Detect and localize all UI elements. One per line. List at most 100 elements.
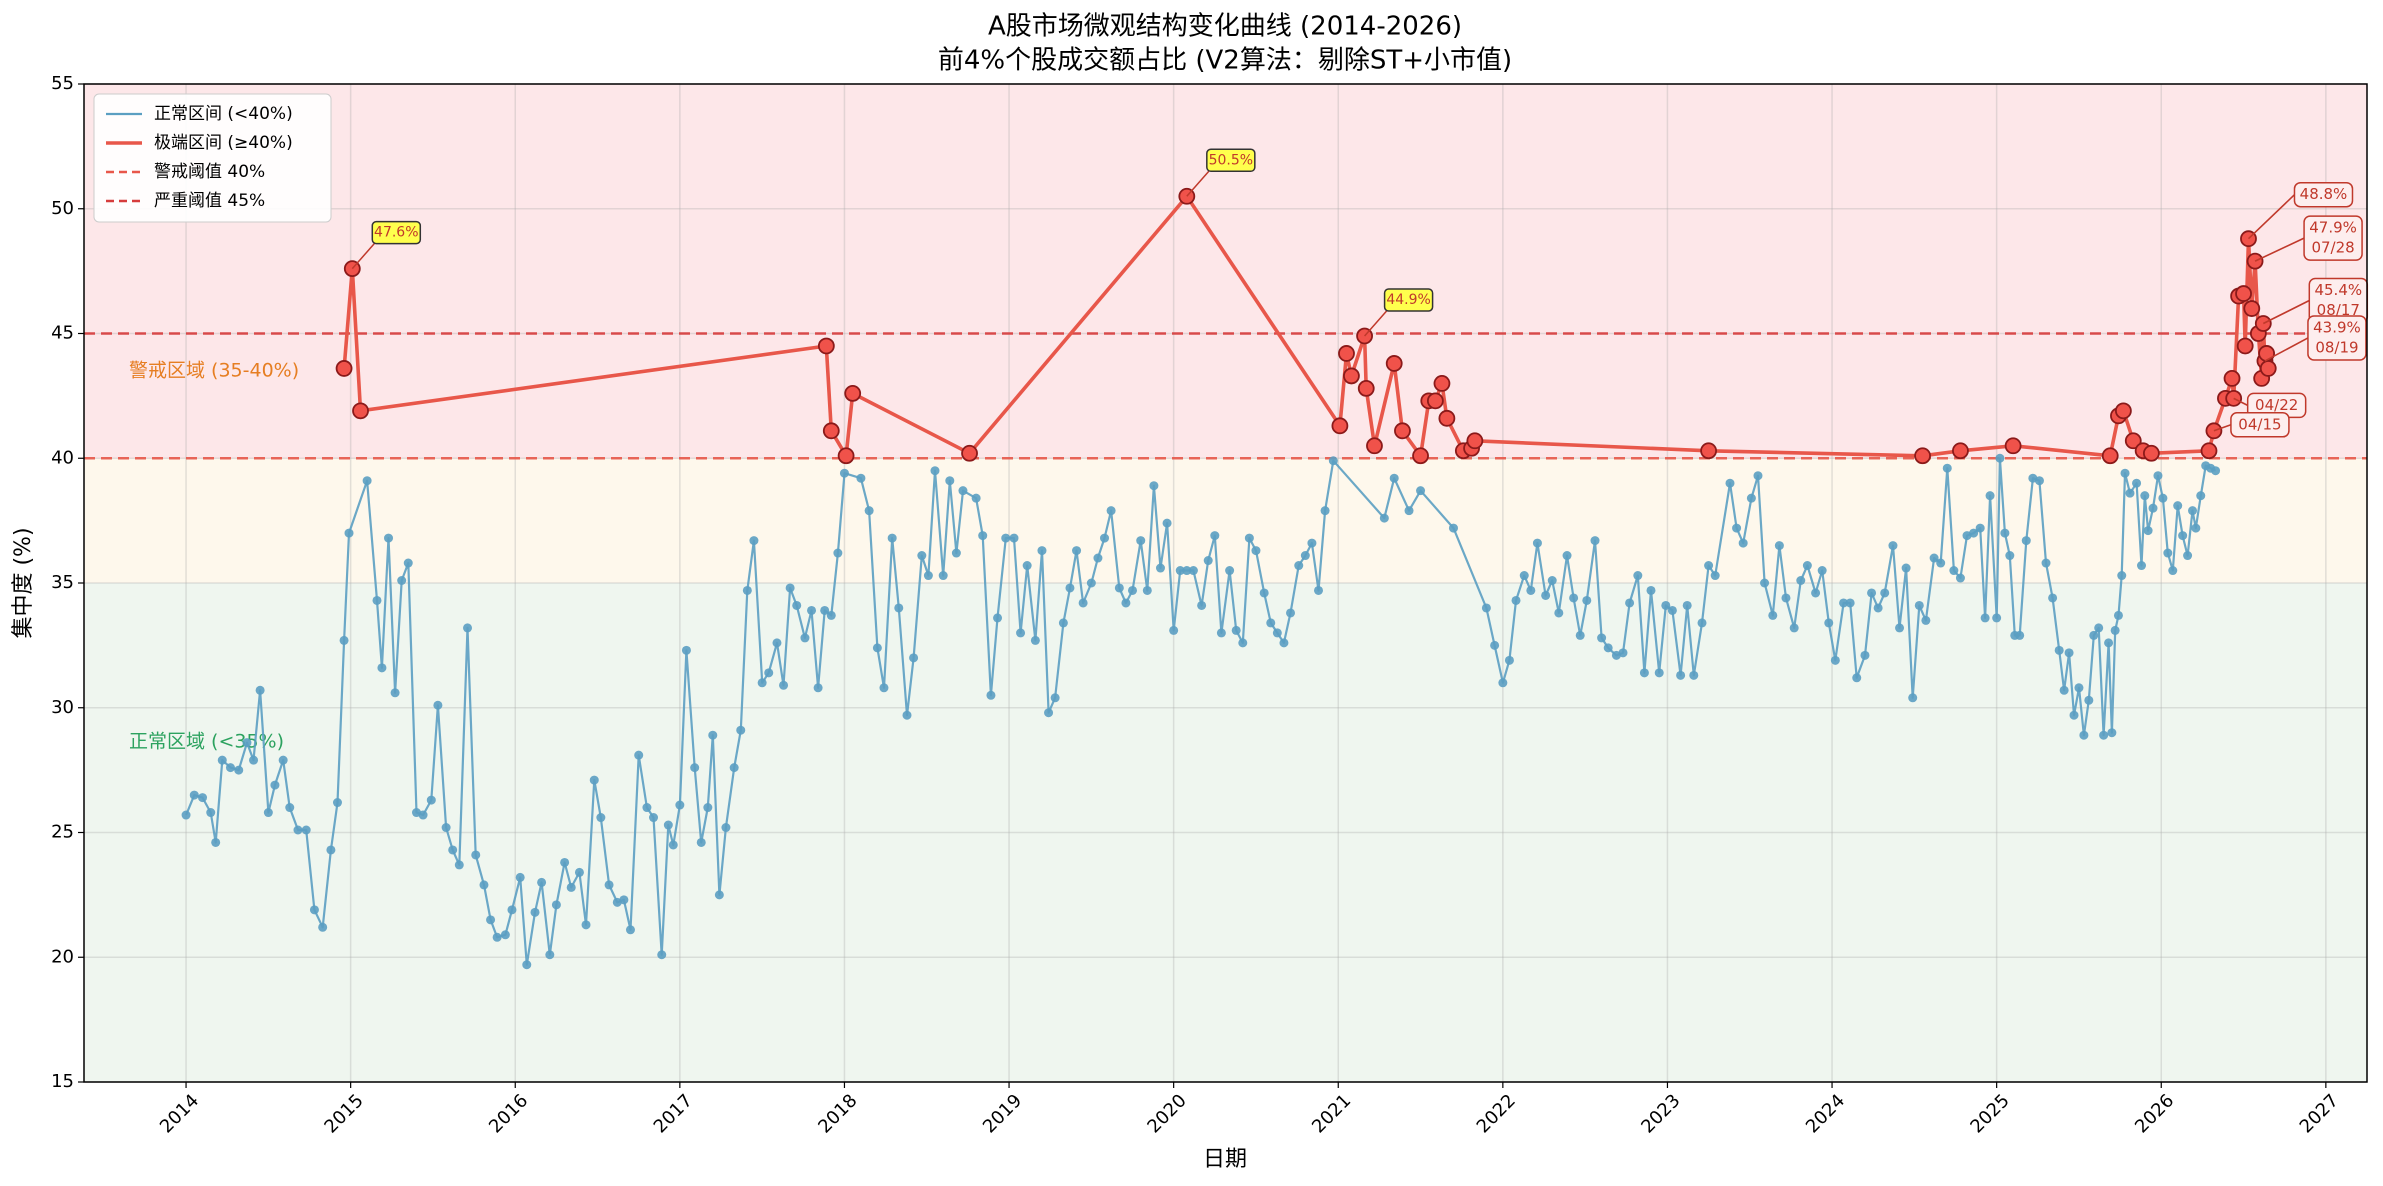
y-tick-label: 50 bbox=[51, 198, 74, 219]
data-point bbox=[1307, 538, 1317, 548]
data-point bbox=[515, 872, 525, 882]
data-point bbox=[2114, 402, 2132, 420]
data-point bbox=[1921, 615, 1931, 625]
data-point bbox=[301, 825, 311, 835]
data-point bbox=[1175, 566, 1185, 576]
data-point bbox=[2094, 623, 2104, 633]
data-point bbox=[2178, 531, 2188, 541]
data-point bbox=[2005, 551, 2015, 561]
data-point bbox=[1554, 608, 1564, 618]
annotation-text: 47.6% bbox=[374, 225, 418, 241]
chart-title: A股市场微观结构变化曲线 (2014-2026) bbox=[988, 12, 1462, 42]
annotation-text: 47.9% bbox=[2309, 219, 2357, 237]
data-point bbox=[1114, 583, 1124, 593]
data-point bbox=[1379, 513, 1389, 523]
data-point bbox=[1710, 571, 1720, 581]
data-point bbox=[923, 571, 933, 581]
data-point bbox=[1490, 640, 1500, 650]
data-point bbox=[1895, 623, 1905, 633]
data-point bbox=[1328, 456, 1338, 466]
annotation-text: 44.9% bbox=[1386, 292, 1430, 308]
annotation-arrow bbox=[1364, 310, 1388, 337]
data-point bbox=[463, 623, 473, 633]
data-point bbox=[1975, 523, 1985, 533]
data-point bbox=[1511, 595, 1521, 605]
data-point bbox=[181, 810, 191, 820]
data-point bbox=[1225, 566, 1235, 576]
data-point bbox=[1817, 566, 1827, 576]
data-point bbox=[604, 880, 614, 890]
data-point bbox=[344, 528, 354, 538]
data-point bbox=[278, 755, 288, 765]
data-point bbox=[1725, 478, 1735, 488]
data-point bbox=[1532, 538, 1542, 548]
data-point bbox=[1860, 650, 1870, 660]
x-tick-label: 2024 bbox=[1802, 1090, 1849, 1137]
x-tick-label: 2025 bbox=[1966, 1090, 2013, 1137]
data-point bbox=[1839, 598, 1849, 608]
data-point bbox=[1394, 422, 1411, 440]
annotation-arrow bbox=[351, 243, 375, 270]
data-point bbox=[581, 920, 591, 930]
data-point bbox=[545, 950, 555, 960]
data-point bbox=[1995, 453, 2005, 463]
x-tick-label: 2018 bbox=[814, 1090, 861, 1137]
data-point bbox=[1065, 583, 1075, 593]
data-point bbox=[1732, 523, 1742, 533]
data-point bbox=[675, 800, 685, 810]
data-point bbox=[1100, 533, 1110, 543]
data-point bbox=[249, 755, 259, 765]
data-point bbox=[2259, 360, 2277, 377]
data-point bbox=[2089, 630, 2099, 640]
data-point bbox=[2188, 506, 2198, 516]
x-axis-label: 日期 bbox=[1203, 1147, 1247, 1172]
annotation-arrow bbox=[1186, 170, 1210, 197]
data-point bbox=[1300, 551, 1310, 561]
annotation-text: 43.9% bbox=[2313, 318, 2361, 336]
data-point bbox=[785, 583, 795, 593]
data-point bbox=[1142, 585, 1152, 595]
data-point bbox=[1519, 571, 1529, 581]
annotation-box bbox=[2307, 315, 2367, 361]
zone-label: 正常区域 (<35%) bbox=[129, 731, 284, 753]
data-point bbox=[1618, 648, 1628, 658]
data-point bbox=[1357, 379, 1375, 397]
data-point bbox=[1498, 678, 1508, 688]
data-point bbox=[225, 763, 235, 773]
data-point bbox=[978, 531, 988, 541]
data-point bbox=[1466, 432, 1484, 450]
data-point bbox=[2125, 488, 2135, 498]
data-point bbox=[1086, 578, 1096, 588]
data-point bbox=[1768, 610, 1778, 620]
data-point bbox=[2163, 548, 2173, 558]
data-point bbox=[1128, 585, 1138, 595]
data-point bbox=[879, 683, 889, 693]
data-point bbox=[887, 533, 897, 543]
data-point bbox=[951, 548, 961, 558]
data-point bbox=[1169, 625, 1179, 635]
data-point bbox=[1210, 531, 1220, 541]
data-point bbox=[1789, 623, 1799, 633]
data-point bbox=[1597, 633, 1607, 643]
y-tick-label: 35 bbox=[51, 572, 74, 593]
y-tick-label: 55 bbox=[51, 73, 74, 94]
data-point bbox=[1700, 442, 1718, 460]
data-point bbox=[1481, 603, 1491, 613]
data-point bbox=[362, 476, 372, 486]
annotation-arrow bbox=[2254, 237, 2305, 262]
data-point bbox=[779, 680, 789, 690]
data-point bbox=[1106, 506, 1116, 516]
x-tick-label: 2017 bbox=[650, 1090, 697, 1137]
data-point bbox=[471, 850, 481, 860]
data-point bbox=[242, 738, 252, 748]
legend-label: 警戒阈值 40% bbox=[154, 162, 265, 182]
data-point bbox=[2136, 561, 2146, 571]
data-point bbox=[1251, 546, 1261, 556]
data-point bbox=[318, 922, 328, 932]
data-point bbox=[1294, 561, 1304, 571]
data-point bbox=[403, 558, 413, 568]
data-point bbox=[749, 536, 759, 546]
data-point bbox=[681, 645, 691, 655]
x-tick-label: 2016 bbox=[485, 1090, 532, 1137]
data-point bbox=[2142, 444, 2160, 462]
